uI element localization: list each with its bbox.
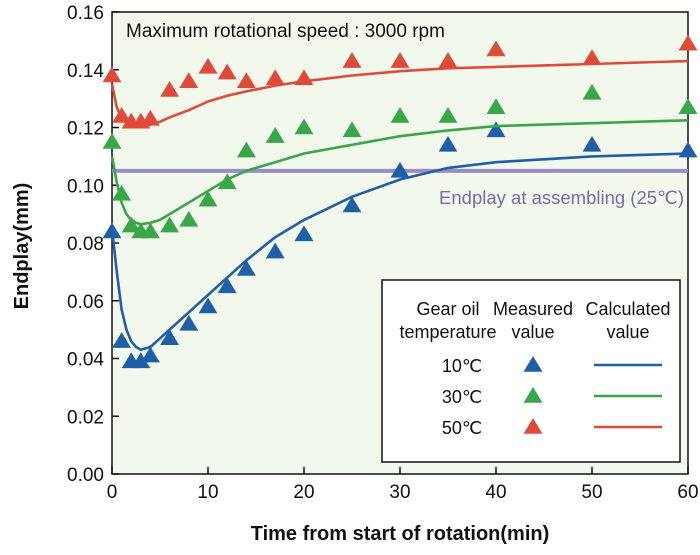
- series-0: [102, 121, 698, 369]
- measured-point: [342, 52, 362, 68]
- calculated-line: [110, 152, 689, 352]
- measured-point: [179, 210, 199, 227]
- x-tick-label: 40: [485, 482, 506, 503]
- legend-temp-label: 50℃: [442, 418, 482, 438]
- measured-point: [294, 118, 314, 135]
- measured-point: [217, 173, 237, 190]
- measured-point: [678, 98, 698, 115]
- measured-point: [265, 69, 285, 86]
- measured-point: [438, 106, 458, 123]
- legend-header-measured-line2: value: [511, 322, 554, 342]
- measured-point: [678, 34, 698, 51]
- measured-point: [294, 69, 314, 86]
- measured-point: [102, 222, 122, 239]
- measured-point: [582, 135, 602, 152]
- y-tick-label: 0.14: [67, 61, 104, 82]
- y-axis-ticks: 0.00 0.02 0.04 0.06 0.08 0.10 0.12 0.14 0.16: [67, 3, 119, 486]
- measured-point: [102, 66, 122, 83]
- measured-point: [390, 161, 410, 178]
- measured-point: [131, 352, 151, 369]
- x-axis-title: Time from start of rotation(min): [251, 523, 550, 545]
- legend-rows: 10℃ 30℃ 50℃: [442, 356, 662, 438]
- x-axis-ticks: 0 10 20 30 40 50 60: [107, 467, 699, 503]
- measured-point: [390, 52, 410, 68]
- measured-point: [438, 52, 458, 68]
- legend-header-measured-line1: Measured: [493, 299, 573, 319]
- assembling-endplay-label: Endplay at assembling (25℃): [439, 187, 684, 208]
- measured-point: [140, 346, 160, 363]
- series-2: [102, 34, 698, 129]
- measured-point: [217, 63, 237, 80]
- measured-point: [390, 106, 410, 123]
- y-axis-title: Endplay(mm): [11, 183, 33, 310]
- measured-point: [486, 98, 506, 115]
- series-layer: [102, 34, 698, 369]
- legend-header-calculated-line2: value: [606, 322, 649, 342]
- legend-measured-marker: [523, 418, 543, 434]
- x-tick-label: 0: [107, 482, 118, 503]
- y-tick-label: 0.16: [67, 3, 104, 24]
- measured-point: [486, 121, 506, 138]
- measured-point: [121, 216, 141, 233]
- legend-measured-marker: [523, 356, 543, 372]
- measured-point: [678, 141, 698, 158]
- legend: Gear oil temperature Measured value Calc…: [381, 279, 681, 463]
- y-tick-label: 0.04: [67, 350, 104, 371]
- measured-point: [438, 135, 458, 152]
- y-tick-label: 0.10: [67, 176, 104, 197]
- measured-point: [294, 225, 314, 242]
- measured-point: [140, 109, 160, 126]
- measured-point: [160, 329, 180, 346]
- measured-point: [140, 222, 160, 239]
- legend-header-calculated-line1: Calculated: [585, 299, 670, 319]
- legend-header-temp-line1: Gear oil: [416, 299, 479, 319]
- x-tick-label: 10: [197, 482, 218, 503]
- x-tick-label: 20: [293, 482, 314, 503]
- measured-point: [160, 216, 180, 233]
- legend-header-temp-line2: temperature: [399, 322, 496, 342]
- measured-point: [236, 141, 256, 158]
- measured-point: [179, 314, 199, 331]
- legend-temp-label: 30℃: [442, 387, 482, 407]
- measured-point: [582, 49, 602, 65]
- measured-point: [236, 259, 256, 276]
- measured-point: [112, 184, 132, 201]
- legend-measured-marker: [523, 387, 543, 403]
- measured-point: [198, 57, 218, 74]
- x-tick-label: 60: [677, 482, 698, 503]
- measured-point: [179, 72, 199, 89]
- measured-point: [265, 242, 285, 259]
- measured-point: [112, 106, 132, 123]
- measured-point: [160, 80, 180, 97]
- measured-point: [217, 277, 237, 294]
- annotation-text: Maximum rotational speed : 3000 rpm: [126, 21, 445, 42]
- y-tick-label: 0.06: [67, 292, 104, 313]
- measured-point: [582, 83, 602, 100]
- y-tick-label: 0.00: [67, 465, 104, 486]
- x-tick-label: 50: [581, 482, 602, 503]
- measured-point: [198, 190, 218, 207]
- y-tick-label: 0.08: [67, 234, 104, 255]
- y-tick-label: 0.02: [67, 407, 104, 428]
- measured-point: [486, 40, 506, 57]
- measured-point: [198, 297, 218, 314]
- y-tick-label: 0.12: [67, 119, 104, 140]
- measured-point: [265, 127, 285, 143]
- series-1: [102, 83, 698, 239]
- legend-temp-label: 10℃: [442, 356, 482, 376]
- measured-point: [342, 196, 362, 213]
- x-tick-label: 30: [389, 482, 410, 503]
- measured-point: [102, 132, 122, 149]
- measured-point: [236, 72, 256, 89]
- measured-point: [112, 332, 132, 348]
- measured-point: [342, 121, 362, 138]
